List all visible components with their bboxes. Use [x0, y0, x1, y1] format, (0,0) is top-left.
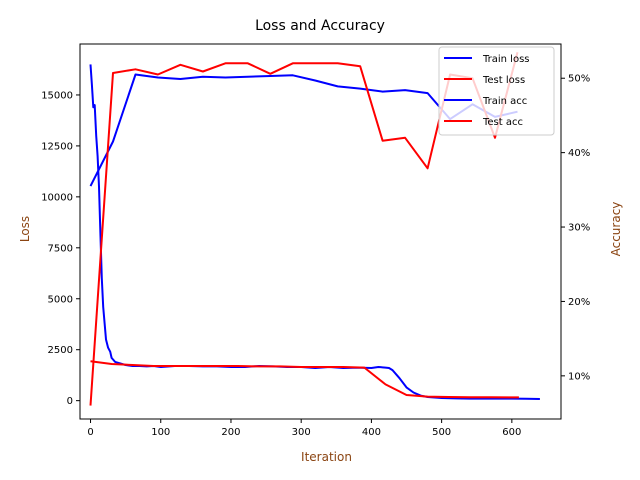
legend: Train loss Test loss Train acc Test acc [438, 46, 555, 136]
legend-label: Test acc [482, 117, 523, 128]
right-y-tick-label: 30% [568, 223, 590, 234]
x-tick-label: 200 [221, 427, 240, 438]
right-y-tick-label: 40% [568, 148, 590, 159]
x-tick-label: 500 [432, 427, 451, 438]
axes-layer: 0 100 200 300 400 500 600 0 2500 5000 7500 10000 125… [41, 43, 590, 438]
right-y-tick-label: 50% [568, 74, 590, 85]
left-y-tick-label: 12500 [41, 141, 73, 152]
left-y-tick-label: 5000 [48, 294, 73, 305]
x-tick-label: 600 [502, 427, 521, 438]
right-y-tick-label: 10% [568, 371, 590, 382]
legend-box [438, 46, 555, 136]
legend-label: Test loss [482, 75, 525, 86]
x-tick-label: 300 [292, 427, 311, 438]
left-y-tick-label: 2500 [48, 345, 73, 356]
chart-title: Loss and Accuracy [255, 18, 385, 34]
legend-label: Train acc [482, 96, 527, 107]
axes-frame [79, 43, 562, 420]
left-y-axis-label: Loss [18, 216, 32, 242]
x-tick-label: 0 [87, 427, 93, 438]
series-line-test-loss [90, 360, 519, 399]
left-y-tick-label: 7500 [48, 243, 73, 254]
x-tick-label: 100 [151, 427, 170, 438]
x-tick-label: 400 [362, 427, 381, 438]
left-y-tick-label: 0 [67, 396, 73, 407]
right-y-tick-label: 20% [568, 297, 590, 308]
left-y-tick-label: 10000 [41, 192, 73, 203]
x-axis-label: Iteration [301, 450, 352, 464]
left-y-tick-label: 15000 [41, 90, 73, 101]
right-y-axis-label: Accuracy [609, 202, 623, 257]
legend-label: Train loss [482, 54, 530, 65]
